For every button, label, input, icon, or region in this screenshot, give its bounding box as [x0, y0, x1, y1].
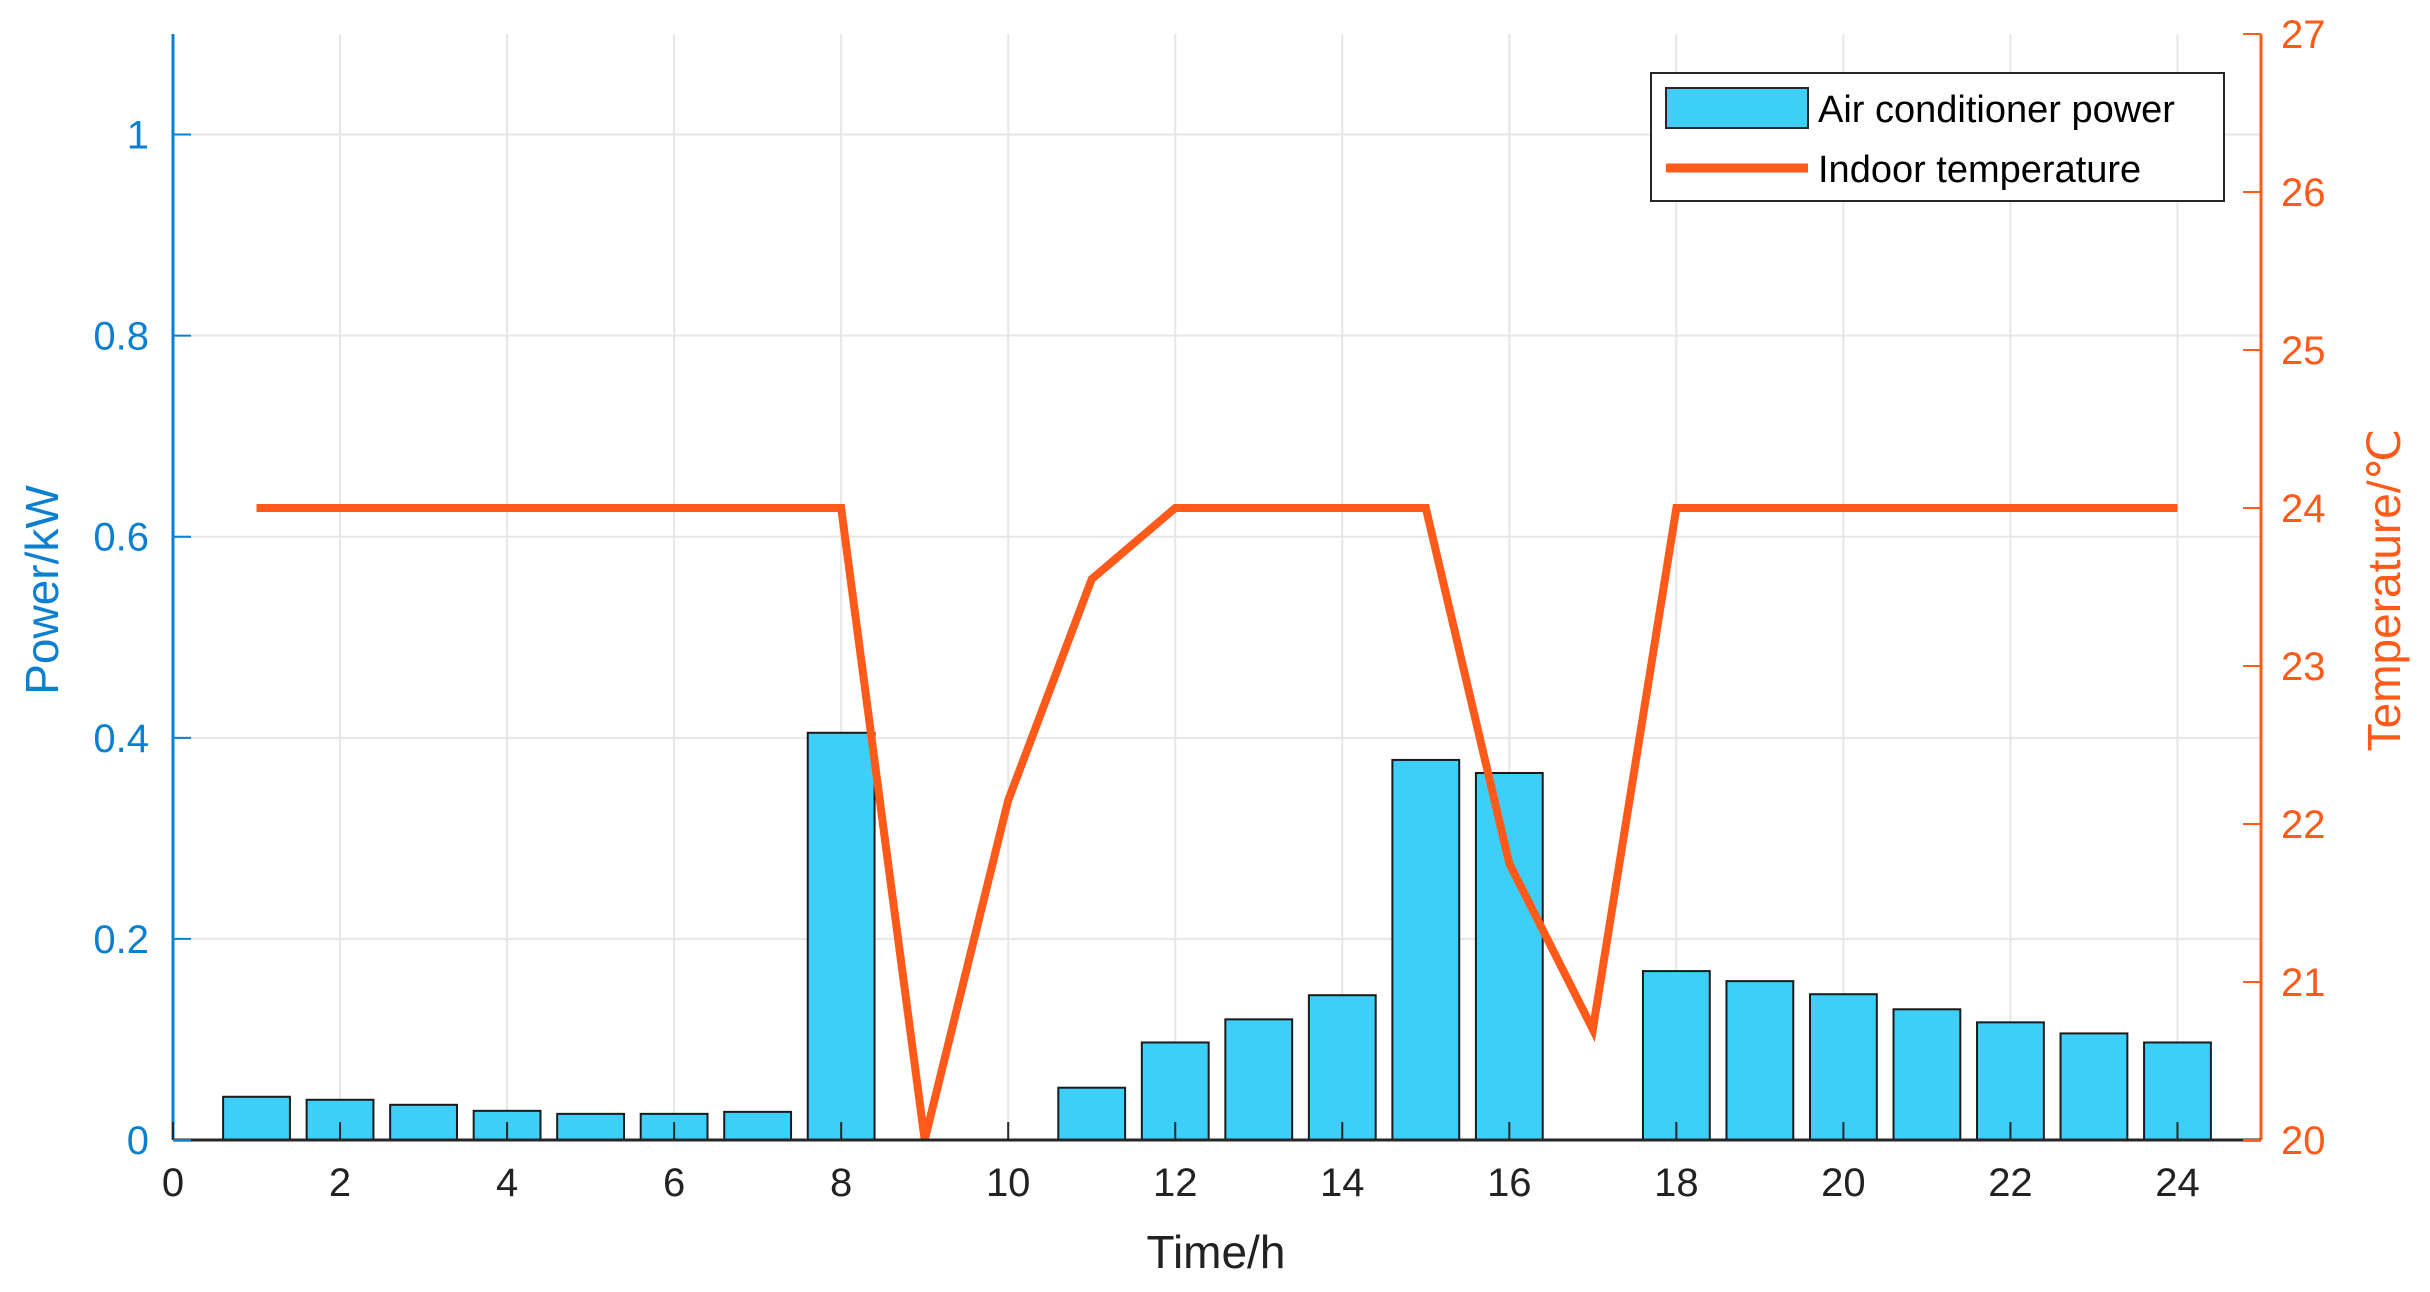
legend-label-temperature: Indoor temperature [1818, 149, 2141, 191]
legend: Air conditioner power Indoor temperature [1650, 72, 2225, 202]
x-tick-label: 0 [162, 1161, 184, 1205]
power-bars [222, 731, 2212, 1142]
power-bar [1057, 1086, 1127, 1141]
power-bar [222, 1095, 291, 1142]
power-bar [1224, 1018, 1294, 1142]
x-tick-label: 22 [1988, 1161, 2033, 1205]
y-right-tick-label: 20 [2281, 1119, 2326, 1163]
y-right-tick-label: 26 [2281, 171, 2326, 215]
x-tick-label: 8 [830, 1161, 852, 1205]
y-left-tick-label: 0 [127, 1119, 149, 1163]
x-tick-label: 14 [1320, 1161, 1365, 1205]
power-bar [1391, 758, 1461, 1141]
power-bar [389, 1103, 458, 1141]
y-right-tick-label: 23 [2281, 645, 2326, 689]
x-tick-label: 24 [2155, 1161, 2200, 1205]
y-left-tick-label: 0.4 [93, 717, 149, 761]
power-bar [1474, 772, 1544, 1141]
y-left-tick-label: 0.2 [93, 918, 149, 962]
power-bar [1892, 1008, 1962, 1141]
x-tick-label: 18 [1654, 1161, 1699, 1205]
y-right-tick-label: 21 [2281, 961, 2326, 1005]
y-left-tick-label: 1 [127, 114, 149, 158]
x-tick-label: 12 [1153, 1161, 1198, 1205]
power-bar [1808, 993, 1878, 1142]
x-axis-title: Time/h [1147, 1226, 1286, 1278]
y-right-tick-label: 22 [2281, 803, 2326, 847]
power-bar [1725, 980, 1795, 1141]
temperature-line-path [256, 504, 2178, 1141]
y-right-axis-title: Temperature/℃ [2358, 429, 2410, 752]
y-right-tick-label: 27 [2281, 13, 2326, 57]
y-left-axis-title: Power/kW [16, 485, 68, 695]
x-tick-label: 6 [663, 1161, 685, 1205]
power-bar [1641, 970, 1711, 1141]
power-bar [1307, 994, 1377, 1141]
power-bar [1140, 1041, 1210, 1142]
y-left-tick-label: 0.8 [93, 315, 149, 359]
power-bar [723, 1110, 793, 1142]
axes: 0 2 4 6 8 10 12 14 16 18 20 22 2400.20.40.60.8120212… [93, 13, 2325, 1205]
legend-bar-swatch [1665, 87, 1809, 129]
x-tick-label: 4 [496, 1161, 518, 1205]
x-tick-label: 20 [1821, 1161, 1866, 1205]
power-bar [2059, 1032, 2129, 1142]
x-tick-label: 10 [986, 1161, 1031, 1205]
x-tick-label: 16 [1487, 1161, 1532, 1205]
x-tick-label: 2 [329, 1161, 351, 1205]
temperature-line [256, 504, 2178, 1141]
power-bar [806, 731, 876, 1141]
y-right-tick-label: 24 [2281, 487, 2326, 531]
power-bar [556, 1112, 626, 1141]
power-bar [1976, 1021, 2045, 1141]
grid-lines [173, 34, 2261, 1140]
y-left-tick-label: 0.6 [93, 516, 149, 560]
y-right-tick-label: 25 [2281, 329, 2326, 373]
legend-label-power: Air conditioner power [1818, 89, 2175, 131]
